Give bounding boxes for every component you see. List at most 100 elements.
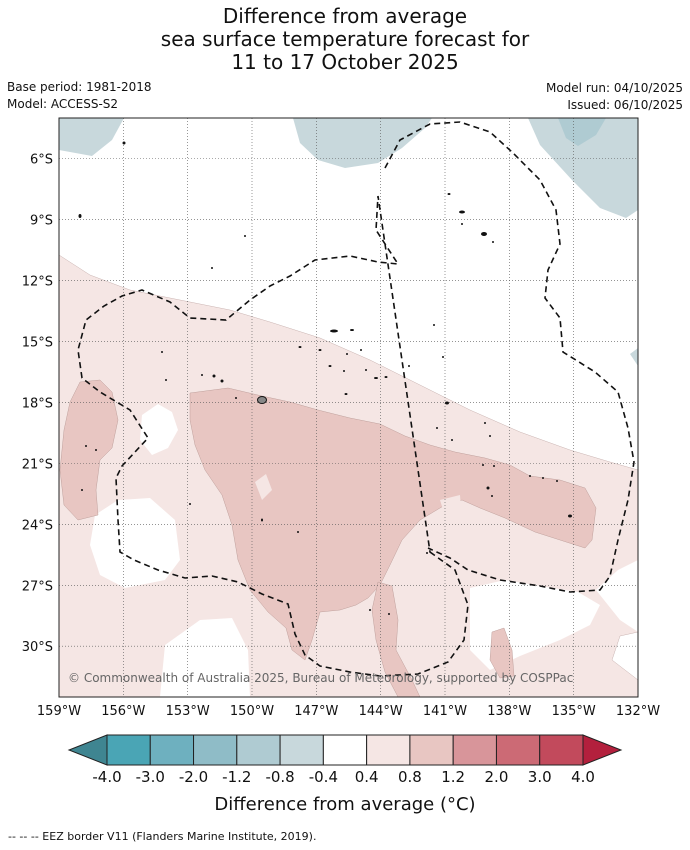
- island: [346, 353, 348, 355]
- island: [235, 397, 237, 399]
- colorbar-segment: [452, 734, 497, 766]
- lat-tick-label: 21°S: [22, 457, 53, 472]
- island: [330, 329, 338, 333]
- lat-tick-label: 12°S: [22, 275, 53, 290]
- cool-anomaly-northeast: [528, 118, 638, 218]
- island: [484, 422, 486, 424]
- title-line-3: 11 to 17 October 2025: [231, 50, 459, 74]
- island: [344, 393, 348, 395]
- eez-border-french-polynesia: [77, 121, 635, 677]
- map-plot-area: © Commonwealth of Australia 2025, Bureau…: [59, 118, 638, 697]
- island: [318, 349, 322, 351]
- island: [298, 346, 302, 348]
- colorbar-tick-label: 1.2: [441, 768, 465, 786]
- warm-anomaly-main-region: [189, 387, 597, 661]
- colorbar-tick-label: -1.2: [222, 768, 251, 786]
- island: [343, 370, 345, 372]
- neutral-patch-southwest: [90, 498, 180, 588]
- colorbar-segment: [322, 734, 368, 766]
- title-line-1: Difference from average: [222, 4, 468, 28]
- lon-tick-label: 135°W: [552, 704, 596, 719]
- island: [436, 427, 438, 429]
- island: [451, 439, 453, 441]
- lon-tick-label: 132°W: [616, 704, 660, 719]
- island: [568, 514, 572, 518]
- neutral-patch-east: [596, 560, 638, 632]
- island: [493, 465, 495, 467]
- colorbar-segment: [149, 734, 195, 766]
- colorbar-segment: [236, 734, 281, 766]
- colorbar-segment: [539, 734, 584, 766]
- colorbar-tick-label: 0.4: [355, 768, 379, 786]
- lon-tick-label: 141°W: [423, 704, 467, 719]
- island: [486, 486, 490, 490]
- tahiti-island: [257, 396, 267, 404]
- lat-tick-label: 6°S: [30, 153, 53, 168]
- island: [491, 495, 493, 497]
- island: [529, 475, 531, 477]
- island: [85, 445, 87, 447]
- model-name: Model: ACCESS-S2: [7, 97, 119, 111]
- island: [189, 503, 191, 505]
- islands: [78, 141, 572, 615]
- island: [542, 477, 544, 479]
- island: [408, 365, 410, 367]
- warm-anomaly-inner-gap: [255, 474, 272, 500]
- island: [244, 235, 246, 237]
- lon-tick-label: 159°W: [37, 704, 81, 719]
- colorbar-segment: [495, 734, 541, 766]
- lon-tick-label: 156°W: [101, 704, 145, 719]
- island: [81, 489, 83, 491]
- colorbar-extend-high: [582, 734, 623, 766]
- colorbar-tick-label: 0.8: [398, 768, 422, 786]
- island: [461, 223, 463, 225]
- island: [201, 374, 203, 376]
- eez-border: [77, 121, 635, 677]
- island: [220, 379, 224, 383]
- colorbar-extend-low: [67, 734, 108, 766]
- island: [297, 531, 299, 533]
- neutral-patch-west: [140, 404, 178, 455]
- island: [360, 349, 362, 351]
- colorbar-segment: [409, 734, 454, 766]
- island: [447, 193, 451, 195]
- island: [328, 365, 332, 367]
- title-line-2: sea surface temperature forecast for: [160, 27, 530, 51]
- island: [492, 241, 494, 243]
- colorbar-segment: [106, 734, 151, 766]
- colorbar-segment: [279, 734, 324, 766]
- island: [556, 480, 558, 482]
- island: [482, 464, 484, 466]
- island: [369, 609, 371, 611]
- island: [445, 401, 449, 405]
- cool-anomaly-north-center: [293, 118, 432, 168]
- colorbar-tick-label: 4.0: [571, 768, 595, 786]
- lon-tick-label: 144°W: [359, 704, 403, 719]
- island: [165, 379, 167, 381]
- warm-anomaly-west-lobe: [59, 379, 119, 521]
- lat-tick-label: 9°S: [30, 214, 53, 229]
- colorbar-tick-labels: -4.0 -3.0 -2.0 -1.2 -0.8 -0.4 0.4 0.8 1.2 2.0 3.0 4…: [92, 768, 595, 786]
- island: [122, 141, 126, 145]
- lat-tick-label: 15°S: [22, 335, 53, 350]
- colorbar: [67, 734, 623, 766]
- island: [261, 518, 263, 522]
- island: [388, 613, 390, 615]
- island: [489, 435, 491, 437]
- colorbar-segment: [366, 734, 411, 766]
- colorbar-title: Difference from average (°C): [214, 794, 475, 815]
- island: [426, 552, 428, 554]
- lon-tick-label: 138°W: [487, 704, 531, 719]
- neutral-patch-southwest-corner: [160, 618, 250, 697]
- island: [384, 376, 388, 378]
- island: [78, 214, 82, 218]
- colorbar-tick-label: -0.4: [309, 768, 338, 786]
- cool-anomaly-northeast-inner: [558, 118, 606, 146]
- base-period: Base period: 1981-2018: [7, 80, 152, 94]
- island: [433, 324, 435, 326]
- lat-tick-label: 30°S: [22, 640, 53, 655]
- colorbar-tick-label: 2.0: [485, 768, 509, 786]
- island: [481, 232, 487, 236]
- lat-tick-label: 27°S: [22, 579, 53, 594]
